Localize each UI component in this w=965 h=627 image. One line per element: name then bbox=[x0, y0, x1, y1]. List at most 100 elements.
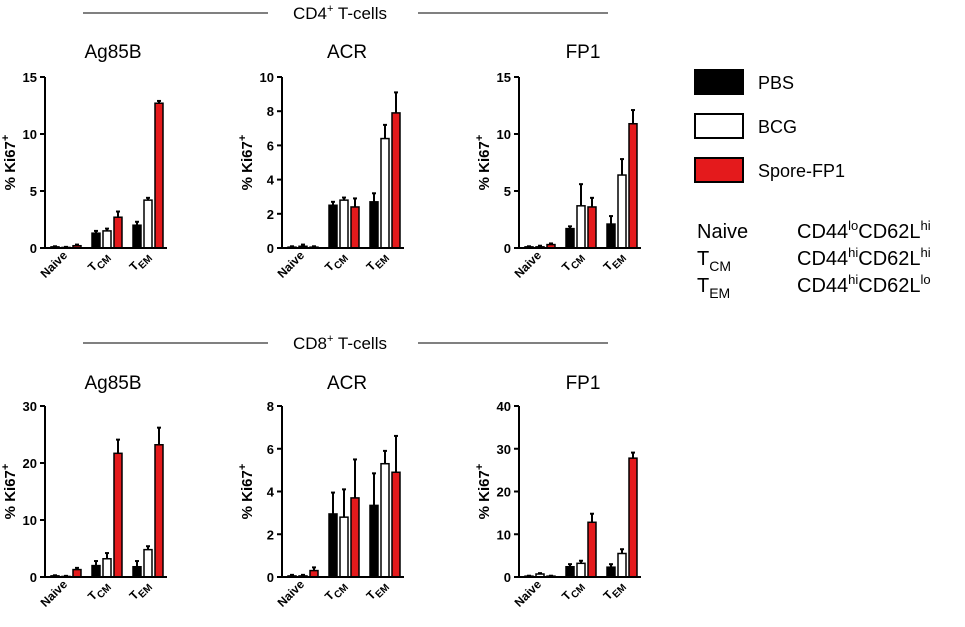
x-tick-label: Naive bbox=[512, 577, 545, 610]
chart-title: FP1 bbox=[566, 373, 601, 394]
x-tick-label: Naive bbox=[38, 577, 71, 610]
chart-panel-cd4-acr: ACR % Ki67+ 0 2 4 6 8 10 Naive TCM TEM bbox=[237, 42, 404, 281]
x-tick-label: Naive bbox=[38, 248, 71, 281]
bar-spore-fp1-tcm bbox=[113, 452, 123, 578]
bar-pbs-tem bbox=[369, 201, 379, 249]
y-tick-label: 30 bbox=[497, 442, 511, 457]
x-tick-label: Naive bbox=[512, 248, 545, 281]
y-tick-label: 4 bbox=[267, 173, 275, 188]
bar-bcg-tem bbox=[380, 462, 390, 578]
bar-bcg-tem bbox=[143, 199, 153, 249]
definition-naive-markers: CD44loCD62Lhi bbox=[797, 218, 931, 243]
bar-spore-fp1-tem bbox=[154, 102, 164, 249]
y-tick-label: 0 bbox=[267, 241, 274, 256]
y-tick-label: 8 bbox=[267, 399, 274, 414]
chart-title: ACR bbox=[327, 42, 367, 63]
chart-title: ACR bbox=[327, 373, 367, 394]
bar-bcg-tcm bbox=[102, 230, 112, 249]
y-tick-label: 30 bbox=[23, 399, 37, 414]
x-tick-label: TCM bbox=[322, 248, 351, 277]
bar-bcg-tem bbox=[380, 137, 390, 249]
bar-spore-fp1-tem bbox=[628, 122, 638, 249]
definition-naive-name: Naive bbox=[697, 221, 748, 243]
y-axis-label: % Ki67+ bbox=[237, 464, 256, 520]
y-tick-label: 4 bbox=[267, 485, 275, 500]
legend-item-spore-fp1: Spore-FP1 bbox=[694, 157, 845, 183]
y-tick-label: 5 bbox=[30, 184, 37, 199]
bar-spore-fp1-naive bbox=[72, 568, 82, 578]
section-header-cd4: CD4+ T-cells bbox=[83, 3, 608, 23]
x-tick-label: TEM bbox=[363, 248, 392, 277]
bar-pbs-tem bbox=[606, 566, 616, 578]
y-tick-label: 40 bbox=[497, 399, 511, 414]
section-title: CD8+ T-cells bbox=[293, 333, 387, 353]
y-tick-label: 20 bbox=[497, 485, 511, 500]
bar-pbs-tem bbox=[369, 504, 379, 578]
y-tick-label: 10 bbox=[497, 127, 511, 142]
bar-bcg-tem bbox=[617, 552, 627, 578]
x-tick-label: TEM bbox=[126, 577, 155, 606]
y-tick-label: 2 bbox=[267, 527, 274, 542]
legend-swatch-pbs bbox=[694, 69, 744, 95]
y-tick-label: 0 bbox=[30, 570, 37, 585]
x-tick-label: TEM bbox=[600, 248, 629, 277]
chart-panel-cd8-ag85b: Ag85B % Ki67+ 0 10 20 30 Naive TCM TEM bbox=[0, 373, 167, 610]
chart-panel-cd8-fp1: FP1 % Ki67+ 0 10 20 30 40 Naive TCM TEM bbox=[474, 373, 641, 610]
chart-panel-cd4-ag85b: Ag85B % Ki67+ 0 5 10 15 Naive TCM TEM bbox=[0, 42, 167, 281]
y-tick-label: 20 bbox=[23, 456, 37, 471]
x-tick-label: TCM bbox=[322, 577, 351, 606]
bar-spore-fp1-tcm bbox=[350, 497, 360, 578]
bar-bcg-tcm bbox=[102, 558, 112, 578]
y-tick-label: 8 bbox=[267, 104, 274, 119]
x-tick-label: TEM bbox=[363, 577, 392, 606]
bar-pbs-tem bbox=[132, 565, 142, 578]
y-axis-label: % Ki67+ bbox=[0, 464, 19, 520]
bar-pbs-tcm bbox=[91, 564, 101, 578]
y-tick-label: 10 bbox=[23, 513, 37, 528]
bar-spore-fp1-tem bbox=[628, 457, 638, 578]
y-tick-label: 10 bbox=[497, 527, 511, 542]
bar-spore-fp1-tcm bbox=[113, 216, 123, 249]
definition-tcm-name: TCM bbox=[697, 248, 731, 274]
bar-spore-fp1-tcm bbox=[350, 206, 360, 249]
legend: PBS BCG Spore-FP1 bbox=[694, 69, 845, 183]
definition-tem-name: TEM bbox=[697, 275, 730, 301]
y-axis-label: % Ki67+ bbox=[237, 135, 256, 191]
chart-panel-cd4-fp1: FP1 % Ki67+ 0 5 10 15 Naive TCM TEM bbox=[474, 42, 641, 281]
y-tick-label: 15 bbox=[497, 70, 511, 85]
y-tick-label: 10 bbox=[23, 127, 37, 142]
bar-pbs-tcm bbox=[328, 204, 338, 249]
x-tick-label: TCM bbox=[559, 577, 588, 606]
y-tick-label: 15 bbox=[23, 70, 37, 85]
bar-pbs-tcm bbox=[328, 513, 338, 578]
bar-bcg-tcm bbox=[576, 205, 586, 249]
x-tick-label: TEM bbox=[126, 248, 155, 277]
bar-pbs-tem bbox=[606, 223, 616, 249]
bar-bcg-tcm bbox=[339, 199, 349, 249]
charts-container: Ag85B % Ki67+ 0 5 10 15 Naive TCM TEM ACR % Ki67+ 0… bbox=[0, 42, 641, 610]
bar-spore-fp1-tcm bbox=[587, 521, 597, 578]
bar-spore-fp1-tem bbox=[391, 112, 401, 249]
bar-spore-fp1-tcm bbox=[587, 206, 597, 249]
y-tick-label: 0 bbox=[504, 570, 511, 585]
y-tick-label: 6 bbox=[267, 138, 274, 153]
bar-bcg-tcm bbox=[339, 516, 349, 578]
chart-panel-cd8-acr: ACR % Ki67+ 0 2 4 6 8 Naive TCM TEM bbox=[237, 373, 404, 610]
chart-title: Ag85B bbox=[84, 373, 141, 394]
legend-item-pbs: PBS bbox=[694, 69, 794, 95]
section-title: CD4+ T-cells bbox=[293, 3, 387, 23]
definitions: Naive CD44loCD62Lhi TCM CD44hiCD62Lhi TE… bbox=[697, 218, 931, 301]
y-tick-label: 2 bbox=[267, 207, 274, 222]
legend-label: Spore-FP1 bbox=[758, 161, 845, 181]
bar-bcg-tem bbox=[143, 548, 153, 578]
x-tick-label: Naive bbox=[275, 248, 308, 281]
bar-bcg-tcm bbox=[576, 562, 586, 578]
y-tick-label: 0 bbox=[267, 570, 274, 585]
legend-swatch-spore-fp1 bbox=[694, 157, 744, 183]
bar-pbs-tem bbox=[132, 224, 142, 249]
x-tick-label: Naive bbox=[275, 577, 308, 610]
y-tick-label: 0 bbox=[30, 241, 37, 256]
bar-bcg-tem bbox=[617, 174, 627, 249]
y-tick-label: 5 bbox=[504, 184, 511, 199]
